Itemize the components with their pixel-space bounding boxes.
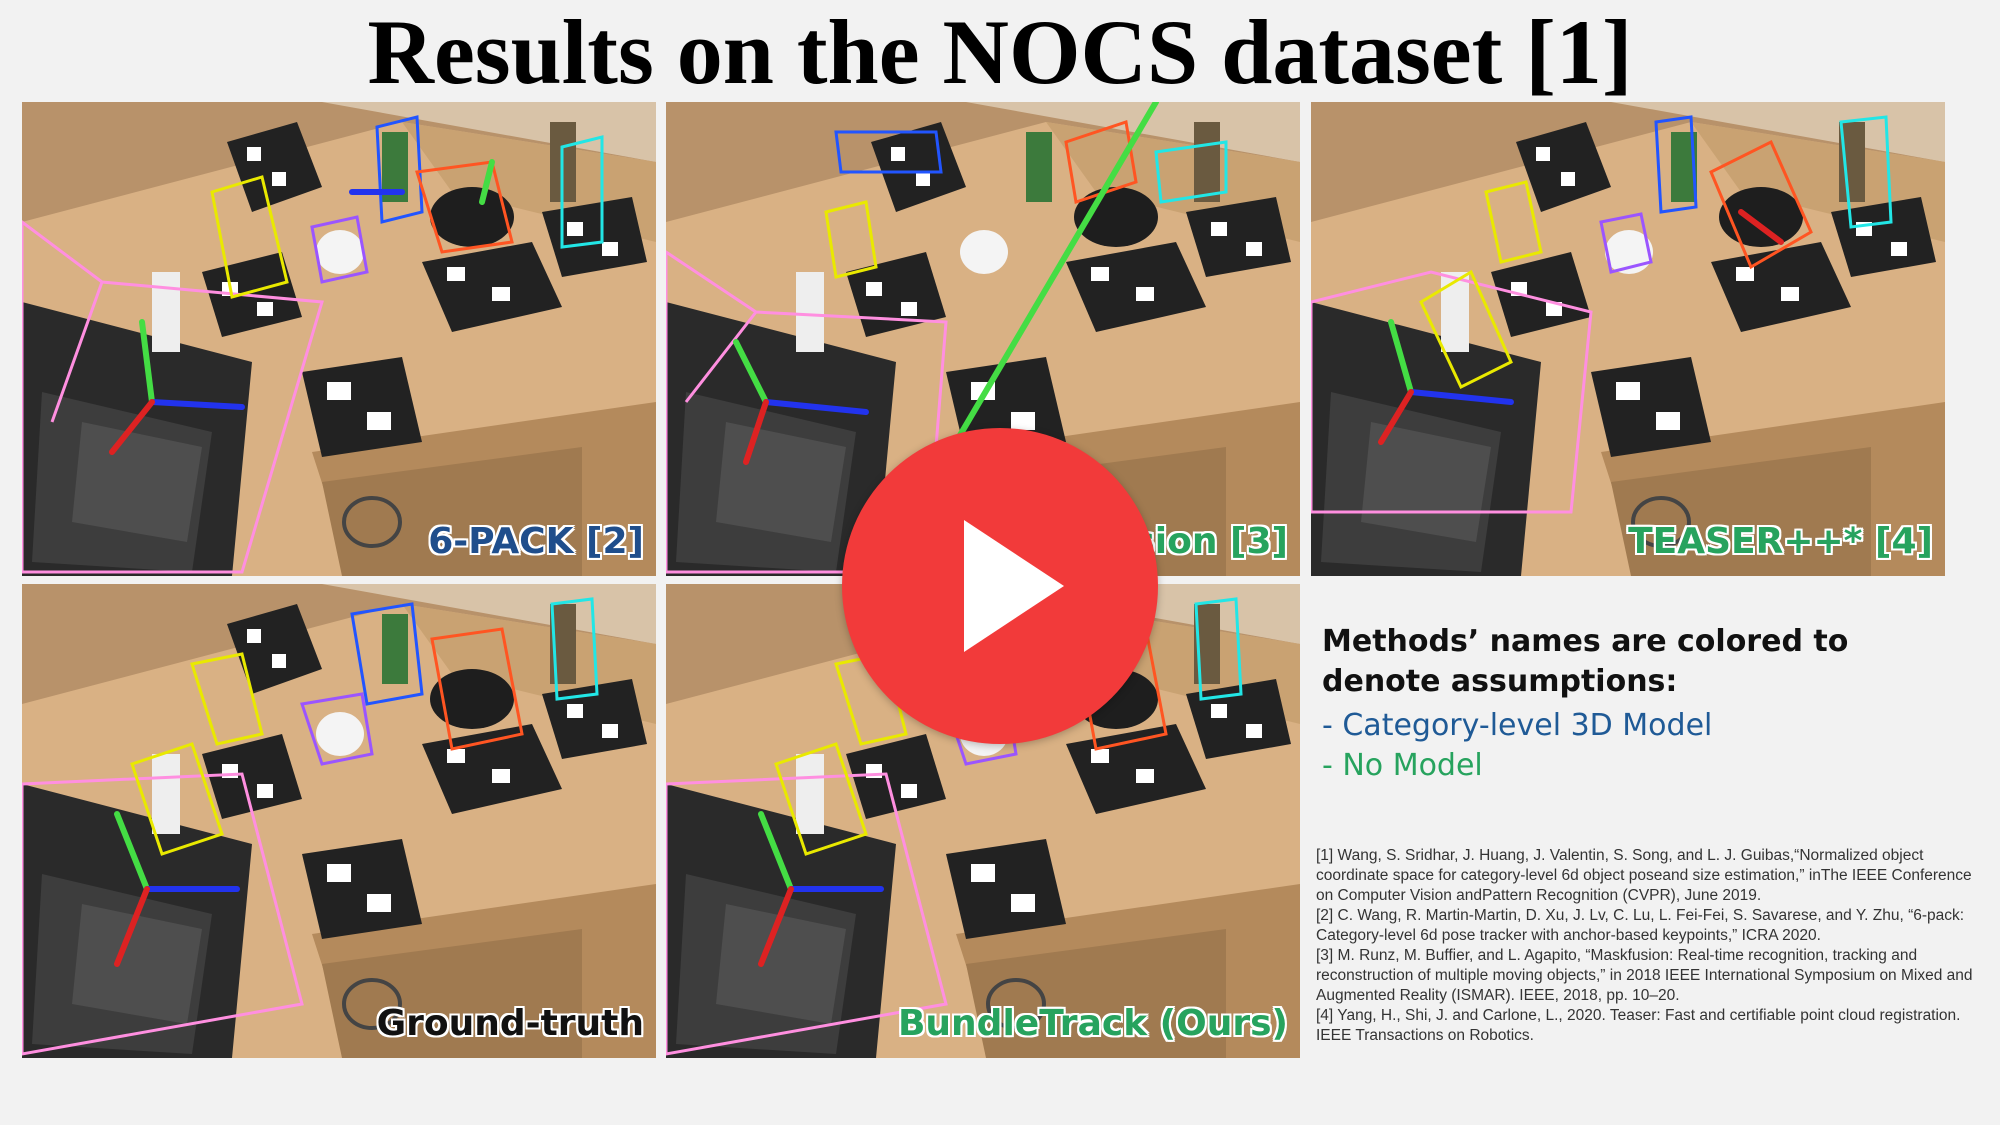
scene-image bbox=[22, 584, 656, 1058]
scene-image bbox=[1311, 102, 1945, 576]
result-panel-bundletrack: BundleTrack (Ours) bbox=[666, 584, 1300, 1058]
legend-category-level: - Category-level 3D Model bbox=[1322, 708, 1713, 743]
legend: Methods’ names are colored to denote ass… bbox=[1322, 622, 1962, 786]
scene-image bbox=[666, 102, 1300, 576]
result-panel-6pack: 6-PACK [2] bbox=[22, 102, 656, 576]
method-label: BundleTrack (Ours) bbox=[897, 1003, 1288, 1044]
legend-heading: Methods’ names are colored to denote ass… bbox=[1322, 624, 1849, 699]
reference-item: [2] C. Wang, R. Martin-Martin, D. Xu, J.… bbox=[1316, 907, 1965, 944]
reference-item: [1] Wang, S. Sridhar, J. Huang, J. Valen… bbox=[1316, 847, 1972, 904]
result-panel-teaser: TEASER++* [4] bbox=[1311, 102, 1945, 576]
play-icon bbox=[964, 520, 1064, 652]
reference-item: [4] Yang, H., Shi, J. and Carlone, L., 2… bbox=[1316, 1007, 1961, 1044]
method-label: sion [3] bbox=[1133, 521, 1288, 562]
legend-no-model: - No Model bbox=[1322, 748, 1483, 783]
method-label: Ground-truth bbox=[376, 1003, 644, 1044]
references: [1] Wang, S. Sridhar, J. Huang, J. Valen… bbox=[1316, 846, 1980, 1046]
play-button[interactable] bbox=[842, 428, 1158, 744]
method-label: 6-PACK [2] bbox=[428, 521, 644, 562]
scene-image bbox=[22, 102, 656, 576]
method-label: TEASER++* [4] bbox=[1628, 521, 1933, 562]
slide-title: Results on the NOCS dataset [1] bbox=[367, 1, 1633, 103]
reference-item: [3] M. Runz, M. Buffier, and L. Agapito,… bbox=[1316, 947, 1973, 1004]
result-panel-ground-truth: Ground-truth bbox=[22, 584, 656, 1058]
